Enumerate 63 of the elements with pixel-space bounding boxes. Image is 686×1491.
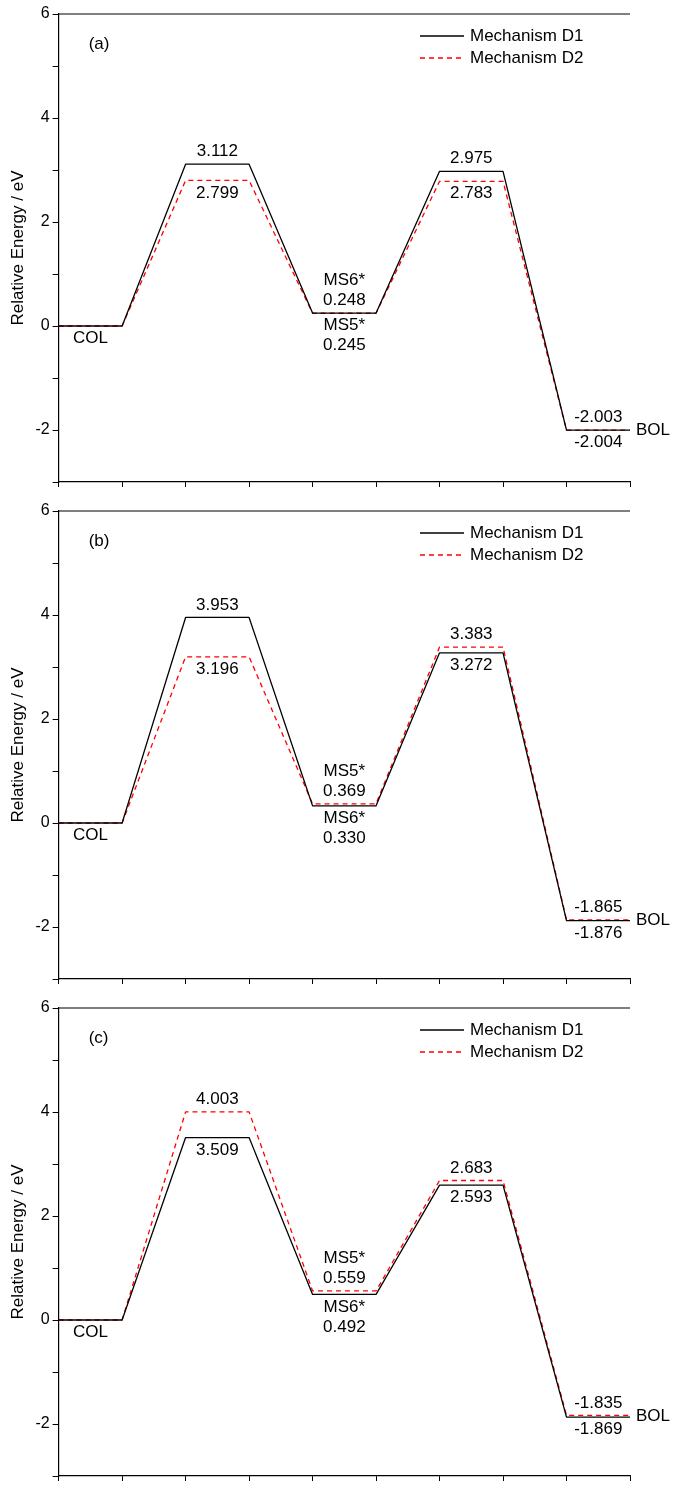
legend-label: Mechanism D2 [470,1041,584,1061]
data-label: 2.783 [450,183,493,203]
data-label: 3.112 [196,141,238,161]
y-axis-title: Relative Energy / eV [7,169,27,326]
annotation: MS5* [323,761,366,780]
y-tick-label: -2 [35,917,50,935]
legend-label: Mechanism D2 [470,544,584,564]
y-tick-label: 2 [40,212,50,230]
legend-label: Mechanism D1 [470,522,584,542]
annotation: COL [72,825,108,845]
data-label: 0.559 [323,1268,366,1288]
data-label: 2.593 [450,1187,493,1207]
text: BOL [636,1405,671,1425]
data-label: 3.196 [196,659,239,678]
text: (b) [88,530,110,550]
data-label: -1.865 [574,897,623,917]
text: BOL [636,419,671,439]
annotation: MS6* [323,808,366,828]
annotation: COL [72,1322,108,1342]
legend-label: Mechanism D2 [470,47,584,67]
data-label: 0.330 [323,828,366,848]
y-tick-label: 0 [40,813,50,831]
data-label: 4.003 [196,1089,239,1109]
data-label: 3.383 [450,624,493,644]
y-axis-title: Relative Energy / eV [7,666,27,823]
annotation: MS5* [323,1248,366,1268]
y-tick-label: 4 [40,605,50,623]
annotation: COL [72,328,108,348]
data-label: -1.835 [574,1392,623,1412]
data-label: 3.953 [196,594,239,614]
annotation: MS6* [323,1296,366,1316]
data-label: 3.509 [196,1139,239,1159]
data-label: -2.004 [574,432,623,452]
data-label: -1.869 [574,1419,623,1439]
text: (c) [88,1027,109,1047]
y-tick-label: 6 [40,998,50,1016]
data-label: 0.492 [323,1316,366,1336]
data-label: 2.799 [196,182,239,202]
annotation: MS5* [323,315,366,335]
data-label: 0.369 [323,781,366,800]
data-label: 0.248 [323,290,366,310]
y-tick-label: 4 [40,108,50,126]
y-tick-label: 0 [40,1310,50,1328]
y-tick-label: 0 [40,316,50,334]
text: BOL [636,909,671,929]
y-tick-label: 2 [40,709,50,727]
legend-label: Mechanism D1 [470,25,584,45]
data-label: -1.876 [574,922,623,942]
data-label: 2.683 [450,1157,493,1177]
data-label: -2.003 [574,407,623,427]
legend-label: Mechanism D1 [470,1019,584,1039]
text: (a) [88,33,110,53]
y-tick-label: 4 [40,1102,50,1120]
data-label: 2.975 [450,148,493,168]
y-tick-label: 6 [40,501,50,519]
y-tick-label: -2 [35,420,50,438]
y-tick-label: 2 [40,1206,50,1224]
annotation: MS6* [323,270,366,290]
y-axis-title: Relative Energy / eV [7,1163,27,1320]
data-label: 3.272 [450,655,493,675]
data-label: 0.245 [323,335,366,355]
y-tick-label: -2 [35,1414,50,1432]
y-tick-label: 6 [40,4,50,22]
